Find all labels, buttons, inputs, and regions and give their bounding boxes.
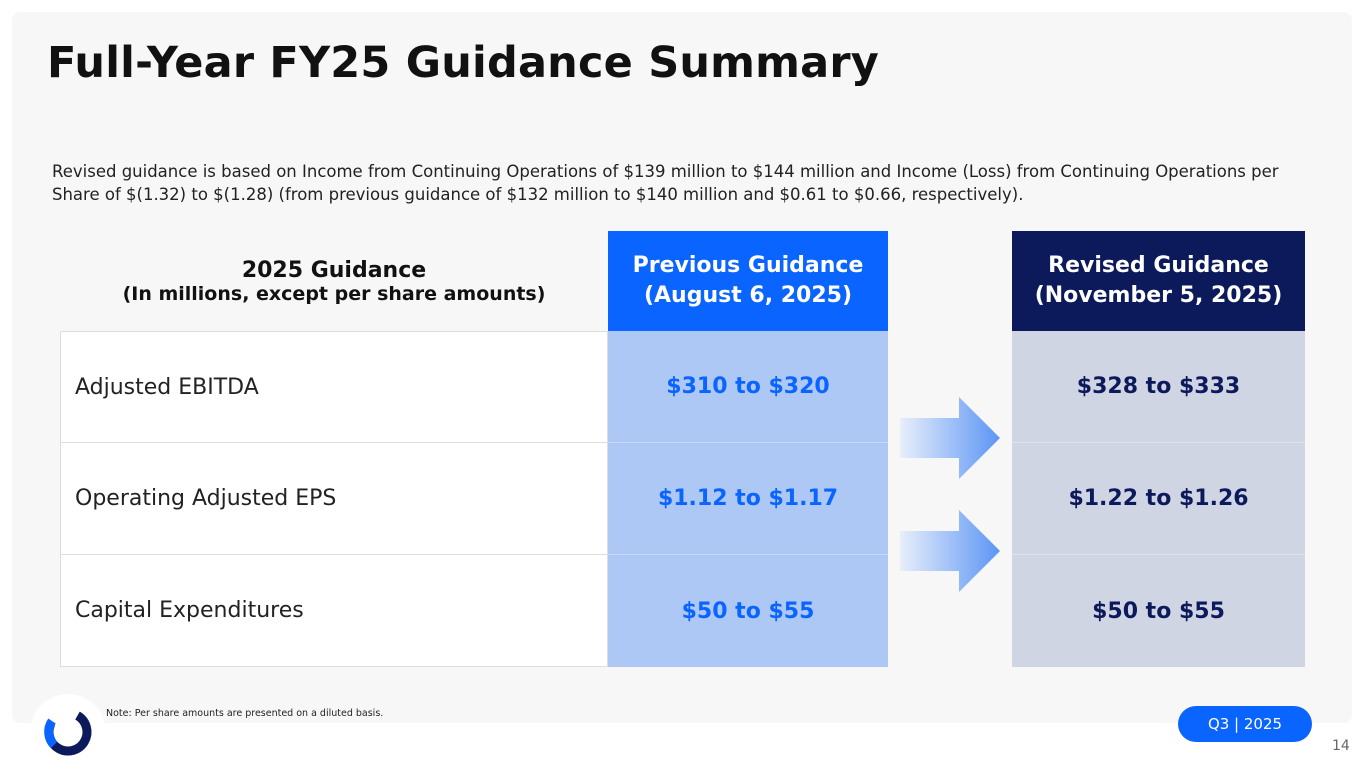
row-label: Capital Expenditures [60,555,608,667]
header-guidance-title: 2025 Guidance [241,257,427,283]
row-previous-value: $310 to $320 [608,331,888,443]
company-logo [30,694,106,770]
footnote: Note: Per share amounts are presented on… [106,708,384,719]
row-label: Adjusted EBITDA [60,331,608,443]
row-previous-value: $1.12 to $1.17 [608,443,888,555]
arrow-right-icon [900,397,1000,479]
page-number: 14 [1332,738,1350,754]
row-label: Operating Adjusted EPS [60,443,608,555]
row-revised-value: $50 to $55 [1012,555,1305,667]
previous-header-date: (August 6, 2025) [643,283,853,308]
guidance-description: Revised guidance is based on Income from… [52,162,1279,204]
table-header-guidance: 2025 Guidance (In millions, except per s… [60,231,608,331]
row-revised-value: $328 to $333 [1012,331,1305,443]
row-previous-value: $50 to $55 [608,555,888,667]
revised-header-date: (November 5, 2025) [1034,283,1283,308]
arrow-right-icon [900,510,1000,592]
revised-header-title: Revised Guidance [1048,253,1269,278]
header-guidance-subtitle: (In millions, except per share amounts) [122,282,546,305]
table-header-revised: Revised Guidance (November 5, 2025) [1012,231,1305,331]
previous-header-title: Previous Guidance [632,253,864,278]
page-title: Full-Year FY25 Guidance Summary [47,38,880,88]
table-header-previous: Previous Guidance (August 6, 2025) [608,231,888,331]
quarter-badge: Q3 | 2025 [1178,706,1312,742]
row-revised-value: $1.22 to $1.26 [1012,443,1305,555]
